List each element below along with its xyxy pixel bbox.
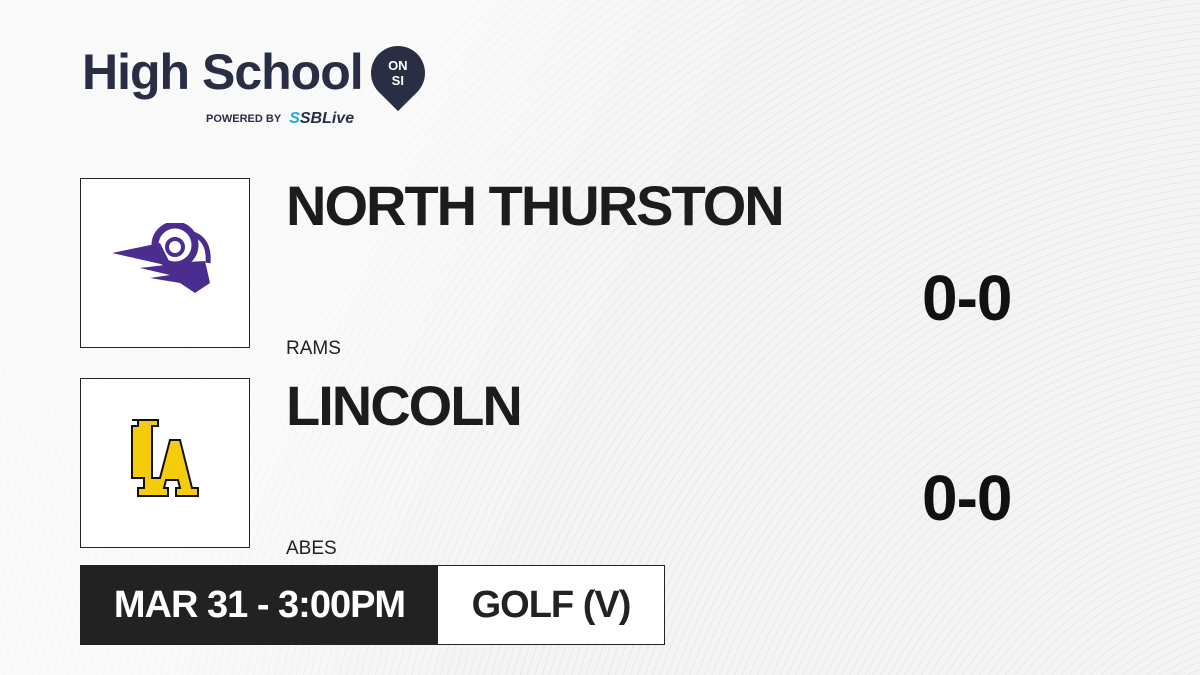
la-monogram-icon — [131, 419, 199, 497]
game-sport-text: GOLF (V) — [471, 584, 632, 626]
team-logo-lincoln — [80, 378, 250, 548]
game-sport: GOLF (V) — [438, 566, 664, 644]
high-school-on-si-logo: High School ON SI — [82, 34, 436, 112]
location-pin-icon: ON SI — [359, 34, 436, 112]
powered-by: POWERED BY SSBLive — [206, 110, 354, 128]
team-mascot: ABES — [286, 538, 337, 559]
sblive-logo: SSBLive — [289, 110, 355, 127]
ram-head-icon — [112, 223, 211, 293]
team-logo-north-thurston — [80, 178, 250, 348]
badge-top: ON — [387, 58, 408, 73]
game-info-bar: MAR 31 - 3:00PM GOLF (V) — [80, 565, 665, 645]
badge-bottom: SI — [391, 73, 404, 88]
game-datetime-text: MAR 31 - 3:00PM — [113, 584, 406, 626]
powered-by-label: POWERED BY — [206, 113, 282, 125]
team-mascot: RAMS — [286, 338, 341, 359]
game-datetime: MAR 31 - 3:00PM — [81, 566, 438, 644]
team-name: NORTH THURSTON — [286, 174, 785, 237]
brand-title: High School — [82, 44, 364, 100]
team-score: 0-0 — [922, 262, 1012, 334]
team-name: LINCOLN — [286, 374, 523, 437]
team-score: 0-0 — [922, 462, 1012, 534]
